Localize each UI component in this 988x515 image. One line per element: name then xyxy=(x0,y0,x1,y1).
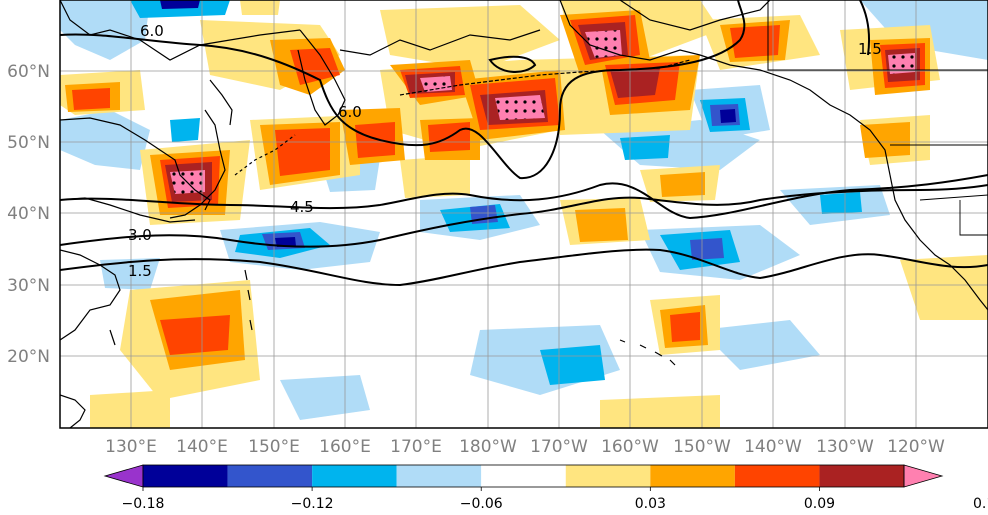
colorbar xyxy=(103,464,944,488)
colorbar-tick-labels: −0.18 −0.12 −0.06 0.03 0.09 0.15 xyxy=(122,487,988,512)
colorbar-tick-label: 0.03 xyxy=(635,496,666,511)
lat-label: 50°N xyxy=(7,133,50,153)
colorbar-tick-label: 0.15 xyxy=(973,496,988,511)
contour-label: 6.0 xyxy=(140,22,164,40)
lon-label: 120°W xyxy=(887,437,945,457)
lon-label: 140°W xyxy=(744,437,802,457)
contour-label: 4.5 xyxy=(290,198,314,216)
colorbar-segment xyxy=(650,465,735,487)
colorbar-segment xyxy=(312,465,397,487)
lon-label: 180°W xyxy=(459,437,517,457)
colorbar-extend-low xyxy=(103,464,144,488)
lon-label: 130°W xyxy=(816,437,874,457)
contour-label: 1.5 xyxy=(858,40,882,58)
lon-label: 170°W xyxy=(530,437,588,457)
lat-label: 60°N xyxy=(7,62,50,82)
contour-label: 1.5 xyxy=(128,262,152,280)
colorbar-segment xyxy=(734,465,820,487)
lat-label: 40°N xyxy=(7,204,50,224)
colorbar-segment xyxy=(227,465,313,487)
lon-label: 150°E xyxy=(248,437,300,457)
colorbar-segment xyxy=(565,465,651,487)
climatology-contours xyxy=(60,0,988,287)
lat-label: 30°N xyxy=(7,276,50,296)
colorbar-outline xyxy=(142,464,905,488)
contour-label: 3.0 xyxy=(128,226,152,244)
lon-label: 140°E xyxy=(176,437,228,457)
latitude-labels: 60°N 50°N 40°N 30°N 20°N xyxy=(7,62,50,367)
map-frame xyxy=(59,0,988,429)
colorbar-segment xyxy=(819,465,904,487)
contour-labels: 6.0 6.0 4.5 3.0 1.5 1.5 xyxy=(128,22,882,280)
lon-label: 160°W xyxy=(601,437,659,457)
lon-label: 130°E xyxy=(105,437,157,457)
colorbar-tick-label: 0.09 xyxy=(804,496,835,511)
colorbar-tick-label: −0.18 xyxy=(122,496,165,511)
map-panel xyxy=(60,0,988,428)
lon-label: 150°W xyxy=(673,437,731,457)
contour-label: 6.0 xyxy=(338,103,362,121)
colorbar-segment xyxy=(143,465,228,487)
colorbar-tick-label: −0.12 xyxy=(291,496,334,511)
gridlines xyxy=(60,0,988,428)
lat-label: 20°N xyxy=(7,347,50,367)
colorbar-tick-label: −0.06 xyxy=(460,496,503,511)
colorbar-segment xyxy=(481,465,566,487)
colorbar-extend-high xyxy=(903,464,944,488)
colorbar-segment xyxy=(396,465,482,487)
lon-label: 170°E xyxy=(390,437,442,457)
lon-label: 160°E xyxy=(319,437,371,457)
longitude-labels: 130°E 140°E 150°E 160°E 170°E 180°W 170°W 160°W… xyxy=(105,437,945,457)
